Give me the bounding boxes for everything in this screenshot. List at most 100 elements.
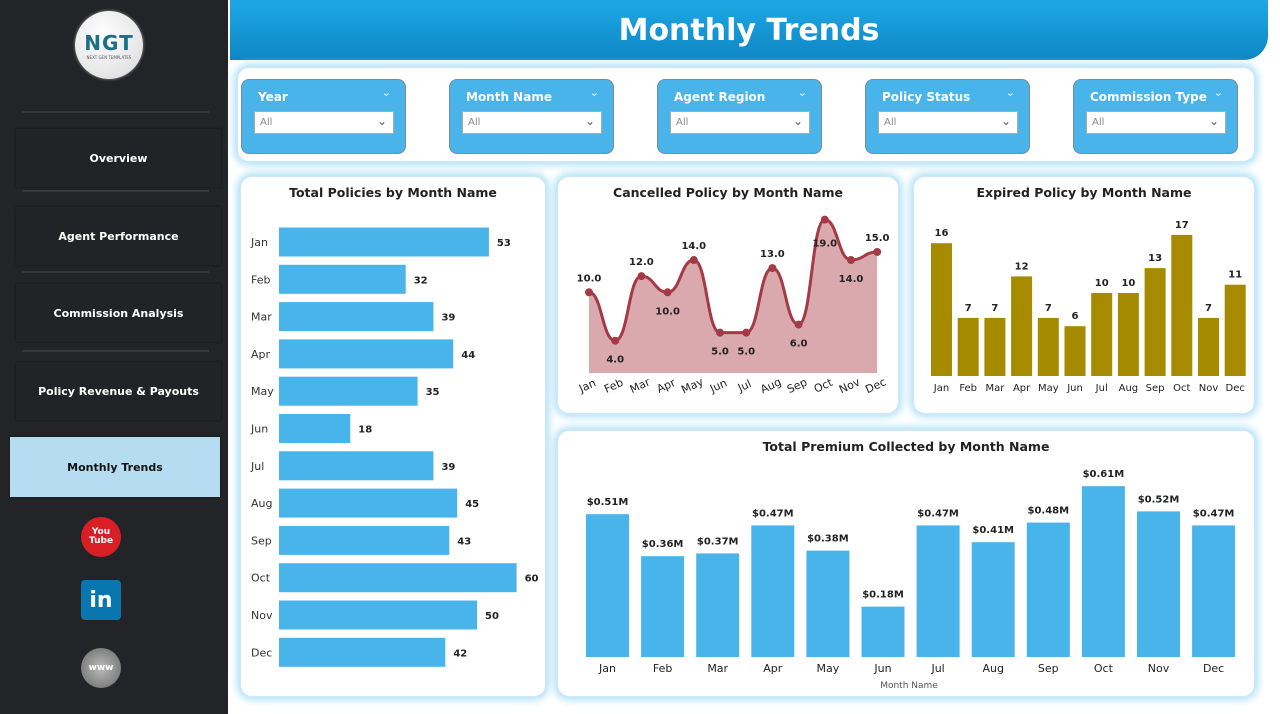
y-tick-label: Feb	[251, 273, 270, 286]
x-axis-title: Month Name	[880, 681, 938, 691]
y-tick-label: Jun	[250, 423, 268, 436]
bar	[806, 550, 850, 657]
filter-label: Policy Status	[882, 90, 971, 104]
chevron-down-icon: ⌄	[1000, 114, 1011, 128]
bar	[279, 302, 434, 332]
chevron-down-icon[interactable]: ⌄	[381, 86, 391, 99]
filter-dropdown[interactable]: All ⌄	[462, 111, 602, 134]
data-point	[689, 256, 698, 265]
data-label: 10	[1095, 278, 1109, 289]
divider	[22, 190, 209, 192]
data-label: 14.0	[839, 274, 864, 285]
chevron-down-icon[interactable]: ⌄	[1213, 86, 1223, 99]
x-tick-label: Nov	[1148, 662, 1170, 675]
data-label: 6.0	[790, 339, 808, 350]
globe-www-icon[interactable]: www	[81, 648, 121, 688]
data-point	[847, 256, 855, 265]
data-point	[794, 320, 803, 329]
data-label: $0.52M	[1138, 494, 1180, 505]
data-label: 6	[1072, 311, 1079, 322]
nav-policy-revenue-payouts[interactable]: Policy Revenue & Payouts	[16, 362, 221, 420]
youtube-icon[interactable]: You Tube	[81, 517, 121, 557]
data-label: $0.41M	[972, 525, 1014, 536]
bar	[586, 514, 629, 657]
nav-label: Policy Revenue & Payouts	[38, 384, 199, 398]
bar	[957, 317, 979, 376]
x-tick-label: Jun	[707, 376, 729, 395]
data-label: 7	[991, 303, 998, 314]
x-tick-label: Mar	[628, 375, 653, 396]
bar	[1091, 293, 1113, 376]
filter-value: All	[468, 117, 481, 128]
chart-title: Total Policies by Month Name	[289, 185, 497, 200]
bar	[916, 525, 960, 657]
chevron-down-icon[interactable]: ⌄	[589, 86, 599, 99]
total-premium-chart: Total Premium Collected by Month Name $0…	[557, 430, 1255, 697]
filter-dropdown[interactable]: All ⌄	[878, 111, 1018, 134]
bar	[696, 553, 740, 657]
data-label: 15.0	[865, 233, 890, 244]
nav-agent-performance[interactable]: Agent Performance	[16, 207, 221, 265]
data-label: 12	[1015, 261, 1029, 272]
y-tick-label: May	[251, 385, 274, 398]
nav-overview[interactable]: Overview	[16, 129, 221, 187]
data-label: 44	[461, 350, 475, 361]
x-tick-label: Feb	[959, 383, 977, 394]
x-tick-label: Oct	[1173, 383, 1190, 394]
x-tick-label: Jul	[930, 662, 944, 675]
chevron-down-icon: ⌄	[376, 114, 387, 128]
chevron-down-icon: ⌄	[584, 114, 595, 128]
nav-commission-analysis[interactable]: Commission Analysis	[16, 284, 221, 342]
bar	[279, 488, 458, 518]
x-tick-label: Sep	[1038, 662, 1059, 675]
bar	[1224, 284, 1246, 376]
data-label: 7	[1205, 303, 1212, 314]
linkedin-label: in	[89, 587, 113, 613]
bar	[1137, 511, 1180, 657]
filter-dropdown[interactable]: All ⌄	[254, 111, 394, 134]
www-label: www	[88, 663, 114, 673]
y-tick-label: Dec	[251, 646, 272, 659]
bar	[1144, 268, 1166, 376]
data-label: 14.0	[681, 241, 706, 252]
bar	[1037, 317, 1059, 376]
x-tick-label: Apr	[763, 662, 783, 675]
y-tick-label: Jul	[250, 460, 264, 473]
data-label: $0.38M	[807, 534, 849, 545]
bar	[279, 637, 446, 667]
data-label: $0.47M	[1193, 508, 1235, 519]
filter-dropdown[interactable]: All ⌄	[1086, 111, 1226, 134]
data-point	[742, 328, 751, 337]
data-point	[585, 288, 593, 297]
y-tick-label: Aug	[251, 497, 272, 510]
chart-title: Expired Policy by Month Name	[976, 185, 1192, 200]
data-label: 60	[525, 574, 539, 585]
chevron-down-icon[interactable]: ⌄	[1005, 86, 1015, 99]
divider	[22, 111, 209, 113]
x-tick-label: Jul	[735, 377, 753, 395]
nav-label: Overview	[89, 151, 148, 165]
data-label: $0.47M	[917, 508, 959, 519]
data-point	[663, 288, 672, 297]
data-label: 16	[935, 228, 949, 239]
expired-policy-chart: Expired Policy by Month Name 16 Jan 7 Feb 7 M…	[913, 176, 1255, 414]
data-label: 10	[1121, 278, 1135, 289]
data-label: 10.0	[655, 306, 680, 317]
chevron-down-icon: ⌄	[792, 114, 803, 128]
chevron-down-icon: ⌄	[1208, 114, 1219, 128]
data-point	[716, 328, 724, 337]
linkedin-icon[interactable]: in	[81, 580, 121, 620]
filter-value: All	[884, 117, 897, 128]
x-tick-label: Jun	[1066, 383, 1083, 394]
page-title-bar: Monthly Trends	[230, 0, 1268, 60]
x-tick-label: Oct	[812, 376, 835, 396]
bar	[279, 525, 450, 555]
data-label: 5.0	[737, 347, 755, 358]
nav-monthly-trends[interactable]: Monthly Trends	[10, 437, 220, 497]
filter-dropdown[interactable]: All ⌄	[670, 111, 810, 134]
data-point	[768, 264, 777, 273]
bar	[1198, 317, 1219, 376]
chevron-down-icon[interactable]: ⌄	[797, 86, 807, 99]
bar	[279, 227, 489, 257]
data-label: 50	[485, 611, 499, 622]
